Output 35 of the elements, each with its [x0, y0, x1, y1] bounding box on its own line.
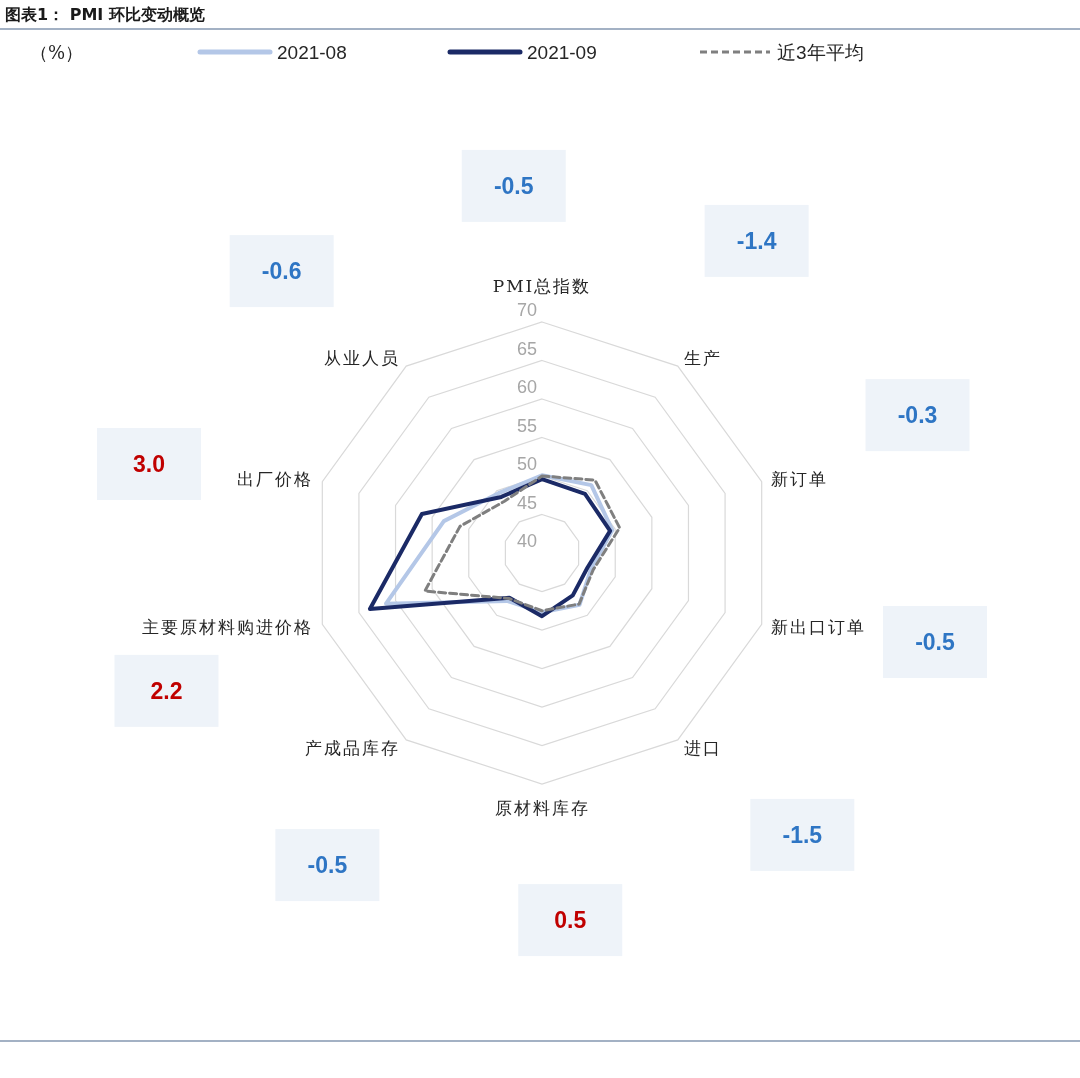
- category-label: 新订单: [771, 468, 829, 489]
- category-label: 产成品库存: [305, 737, 401, 758]
- annotation: -0.6: [229, 235, 334, 308]
- annotation: -0.3: [865, 379, 970, 452]
- category-label: 新出口订单: [771, 617, 867, 638]
- ytick-label: 55: [516, 415, 537, 436]
- annotation: -1.4: [704, 204, 809, 277]
- title: 图表1： PMI 环比变动概览: [5, 5, 205, 24]
- annotation: -0.5: [882, 606, 987, 679]
- category-label: 主要原材料购进价格: [141, 617, 313, 638]
- annotation: -0.5: [461, 149, 566, 222]
- legend-label: 近3年平均: [777, 41, 864, 63]
- ytick-label: 45: [516, 492, 537, 513]
- annotation: -1.5: [750, 798, 855, 871]
- ytick-label: 60: [516, 377, 537, 397]
- category-label: 从业人员: [324, 348, 401, 369]
- ytick-label: 65: [516, 338, 537, 359]
- annotation: -0.5: [275, 829, 380, 902]
- legend-item: 2021-09: [447, 41, 597, 63]
- category-label: 出厂价格: [236, 468, 313, 489]
- category-label: 生产: [683, 348, 722, 369]
- ytick-label: 70: [516, 300, 537, 320]
- category-label: 原材料库存: [494, 798, 590, 818]
- annotation: 3.0: [97, 427, 202, 500]
- legend-label: 2021-08: [277, 41, 347, 63]
- category-label: 进口: [683, 737, 722, 758]
- legend-item: 近3年平均: [700, 41, 864, 63]
- legend-item: 2021-08: [197, 41, 347, 63]
- legend-label: 2021-09: [527, 41, 597, 63]
- ylabel: （%）: [30, 42, 84, 63]
- category-label: PMI总指数: [492, 276, 592, 296]
- ytick-label: 40: [516, 531, 537, 551]
- ytick-label: 50: [516, 454, 537, 474]
- annotation: 0.5: [518, 884, 623, 957]
- annotation: 2.2: [114, 654, 219, 727]
